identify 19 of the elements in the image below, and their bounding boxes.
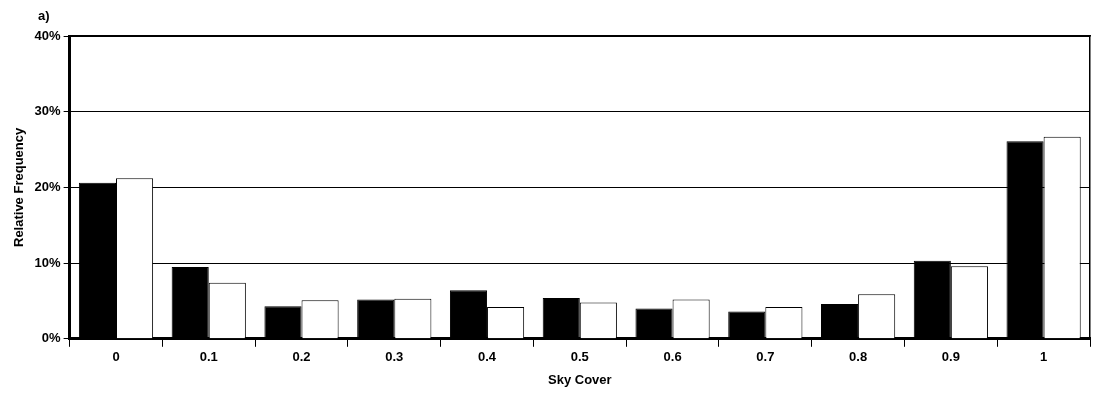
x-tick-label: 0.2 [292,349,311,365]
x-axis-title: Sky Cover [548,371,612,387]
x-tick-label: 0.4 [478,349,497,365]
y-tick-label: 20% [34,178,62,194]
y-tick-label: 40% [34,27,62,43]
y-tick-label: 0% [41,330,62,346]
x-tick-label: 0.7 [756,349,775,365]
x-tick-label: 0.1 [199,349,218,365]
x-tick-label: 0.9 [941,349,960,365]
x-tick-label: 0.3 [385,349,404,365]
x-tick-label: 0 [112,349,120,365]
x-tick-label: 0.8 [849,349,868,365]
x-tick-label: 0.6 [663,349,682,365]
y-axis-title: Relative Frequency [11,127,27,248]
x-tick-label: 1 [1040,349,1048,365]
y-tick-label: 30% [34,103,62,119]
y-tick-label: 10% [34,254,62,270]
x-tick-label: 0.5 [570,349,589,365]
text: a) [38,8,50,23]
